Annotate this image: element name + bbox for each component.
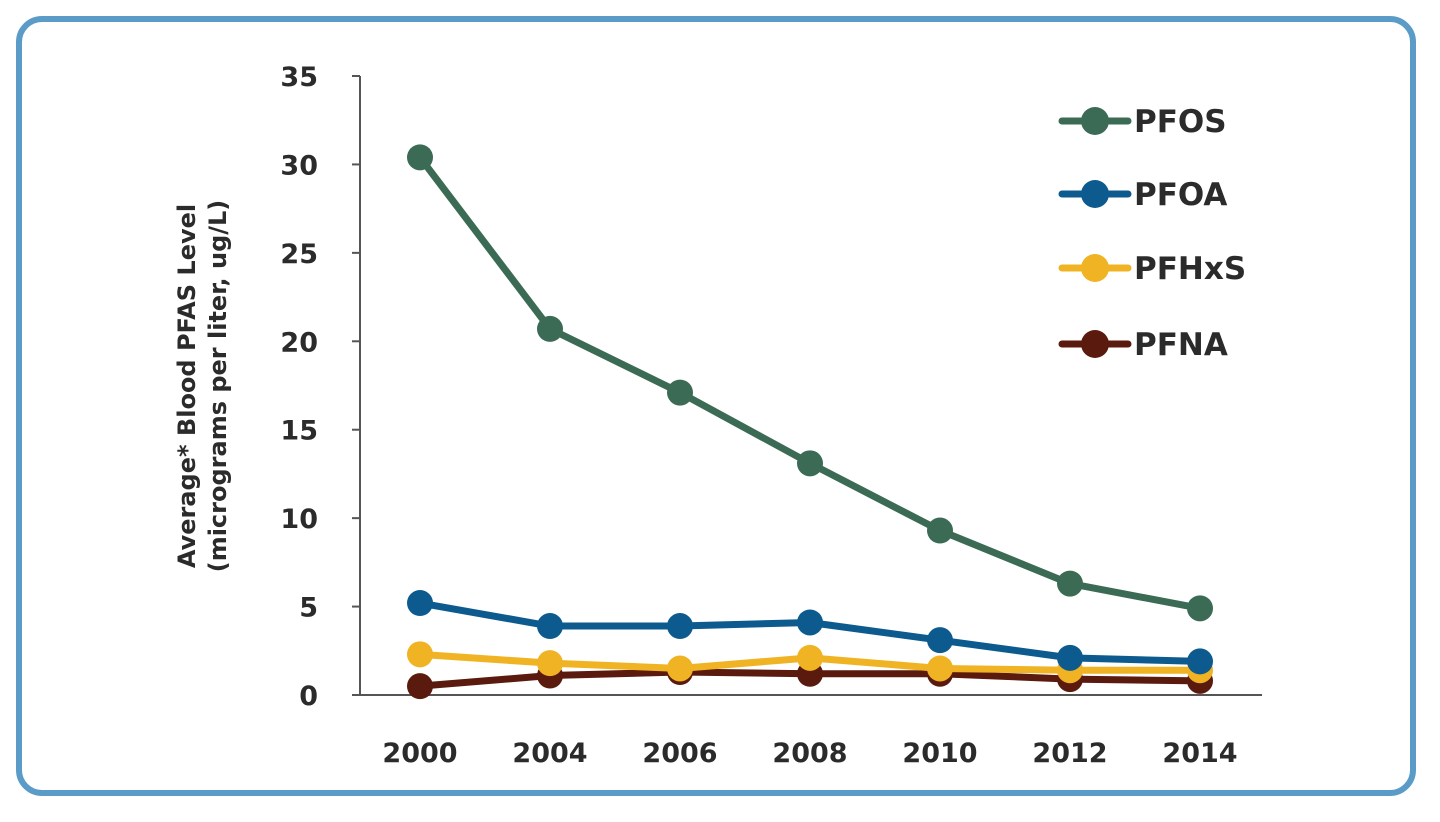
legend-label-pfna: PFNA [1134,327,1228,363]
data-point-pfhxs [407,641,433,668]
x-tick-label: 2008 [772,738,847,769]
legend-label-pfoa: PFOA [1134,177,1227,213]
y-tick-label: 30 [280,150,318,181]
x-tick-label: 2000 [382,738,457,769]
data-point-pfos [797,450,823,477]
x-tick-label: 2004 [512,738,587,769]
data-point-pfoa [1187,648,1213,675]
y-tick-label: 35 [280,62,318,93]
legend-marker-pfos [1081,107,1109,135]
data-point-pfhxs [537,650,563,677]
data-point-pfoa [797,609,823,636]
x-tick-label: 2012 [1032,738,1107,769]
data-point-pfos [927,517,953,544]
series-line-pfos [416,153,1204,612]
data-point-pfoa [927,627,953,654]
x-tick-label: 2006 [642,738,717,769]
y-tick-label: 10 [280,504,318,535]
x-tick-label: 2010 [902,738,977,769]
data-point-pfna [407,673,433,700]
legend-item-pfhxs: PFHxS [1058,251,1246,287]
y-axis-label-line1: Average* Blood PFAS Level [173,204,201,568]
data-point-pfos [1057,570,1083,597]
legend-item-pfos: PFOS [1058,104,1227,140]
legend-label-pfhxs: PFHxS [1134,251,1246,287]
data-point-pfoa [667,613,693,640]
data-point-pfoa [1057,644,1083,671]
y-tick-label: 15 [280,416,318,447]
y-axis-label: Average* Blood PFAS Level (micrograms pe… [173,200,232,573]
data-point-pfhxs [667,655,693,682]
legend-label-pfos: PFOS [1134,104,1227,140]
data-point-pfoa [407,590,433,617]
legend-item-pfoa: PFOA [1058,177,1227,213]
data-point-pfhxs [797,644,823,671]
legend-marker-pfoa [1081,180,1109,208]
data-point-pfhxs [927,655,953,682]
legend-item-pfna: PFNA [1058,327,1228,363]
legend-marker-pfhxs [1081,254,1109,282]
data-point-pfoa [537,613,563,640]
data-point-pfos [407,144,433,171]
legend-marker-pfna [1081,330,1109,358]
x-tick-label: 2014 [1162,738,1237,769]
data-point-pfos [667,379,693,406]
series-pfoa [407,590,1213,675]
series-pfos [407,144,1213,622]
y-tick-label: 20 [280,327,318,358]
data-point-pfos [1187,595,1213,622]
legend: PFOS PFOA PFHxS PFNA [1058,104,1246,363]
y-tick-label: 0 [299,681,318,712]
data-point-pfos [537,315,563,342]
y-axis-label-line2: (micrograms per liter, ug/L) [204,200,232,573]
y-tick-label: 5 [299,593,318,624]
y-tick-label: 25 [280,239,318,270]
